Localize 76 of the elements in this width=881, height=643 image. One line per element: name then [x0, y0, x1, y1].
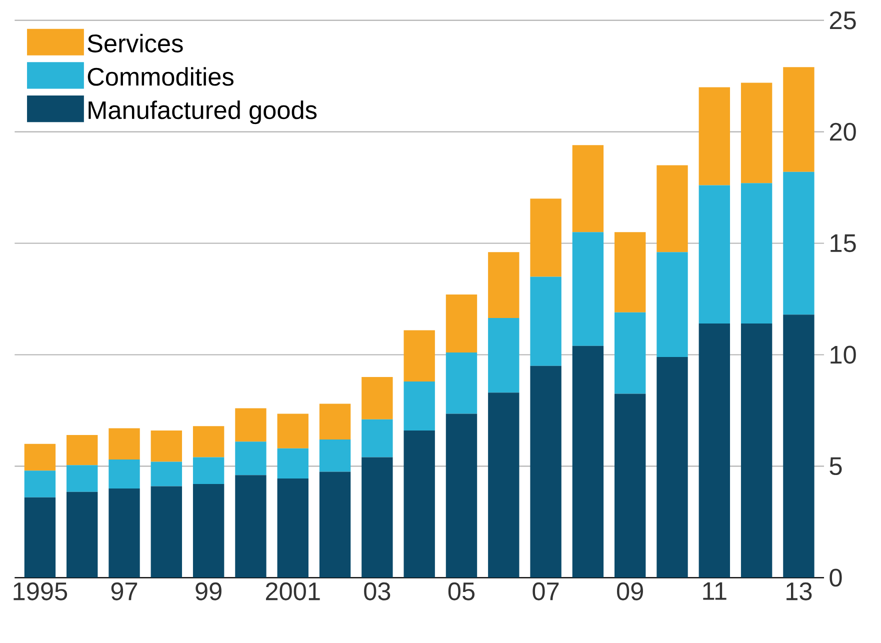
bar	[446, 294, 478, 353]
x-tick-label: 03	[364, 582, 390, 600]
x-tick-label: 2001	[266, 582, 320, 600]
y-tick-label: 5	[830, 457, 842, 476]
bar	[572, 346, 604, 578]
bar	[66, 492, 98, 578]
bar	[362, 419, 393, 458]
bar	[235, 408, 266, 442]
bar	[656, 356, 688, 578]
bar	[446, 414, 478, 578]
bar	[404, 381, 435, 431]
bar	[783, 172, 814, 315]
bar	[24, 470, 56, 498]
bar	[66, 434, 98, 466]
x-tick-label: 13	[786, 582, 812, 600]
bar	[150, 486, 182, 578]
bar	[404, 430, 435, 578]
x-tick-label: 11	[703, 582, 726, 600]
x-tick-label: 07	[532, 582, 559, 600]
legend-label: Commodities	[88, 67, 234, 86]
bar	[740, 82, 772, 184]
y-tick-label: 0	[830, 568, 842, 587]
bar	[277, 414, 308, 448]
bar	[488, 318, 520, 393]
bar	[235, 442, 266, 476]
bar	[192, 484, 224, 578]
bar	[319, 472, 351, 578]
bar	[108, 460, 140, 488]
legend-label: Manufactured goods	[88, 100, 317, 124]
bar	[488, 252, 520, 318]
bar	[698, 185, 730, 324]
bar	[488, 392, 520, 578]
bar	[614, 394, 646, 578]
bar	[572, 145, 604, 232]
x-tick-label: 99	[196, 582, 222, 600]
bar	[572, 232, 604, 346]
bar	[783, 314, 814, 578]
bar	[24, 497, 56, 578]
bar	[656, 165, 688, 252]
bar	[319, 404, 351, 440]
bar	[150, 430, 182, 462]
x-tick-label: 09	[616, 582, 643, 600]
bar	[192, 426, 224, 458]
bar	[362, 377, 393, 420]
y-tick-label: 15	[830, 234, 856, 252]
x-tick-label: 97	[111, 582, 138, 600]
bar	[108, 428, 140, 460]
bar	[446, 352, 478, 414]
y-tick-label: 20	[830, 122, 856, 141]
bar	[530, 366, 562, 578]
bar	[698, 324, 730, 578]
bar	[698, 87, 730, 186]
bar	[108, 488, 140, 578]
bar	[530, 198, 562, 277]
bar	[740, 183, 772, 324]
x-tick-label: 1995	[14, 582, 68, 600]
legend-label: Services	[88, 34, 183, 52]
bar	[277, 478, 308, 578]
y-tick-label: 10	[830, 346, 856, 364]
bar	[783, 67, 814, 172]
bar	[362, 457, 393, 578]
bar	[24, 444, 56, 471]
bar	[614, 312, 646, 394]
bar	[277, 448, 308, 478]
y-tick-label: 25	[830, 11, 856, 30]
bar	[404, 330, 435, 382]
bar	[530, 276, 562, 366]
bar	[150, 462, 182, 486]
x-tick-label: 05	[448, 582, 475, 600]
bar	[235, 475, 266, 578]
bar	[192, 457, 224, 484]
bar	[319, 439, 351, 472]
bar	[656, 252, 688, 357]
bar	[614, 232, 646, 312]
bar	[66, 465, 98, 492]
bar	[740, 324, 772, 578]
